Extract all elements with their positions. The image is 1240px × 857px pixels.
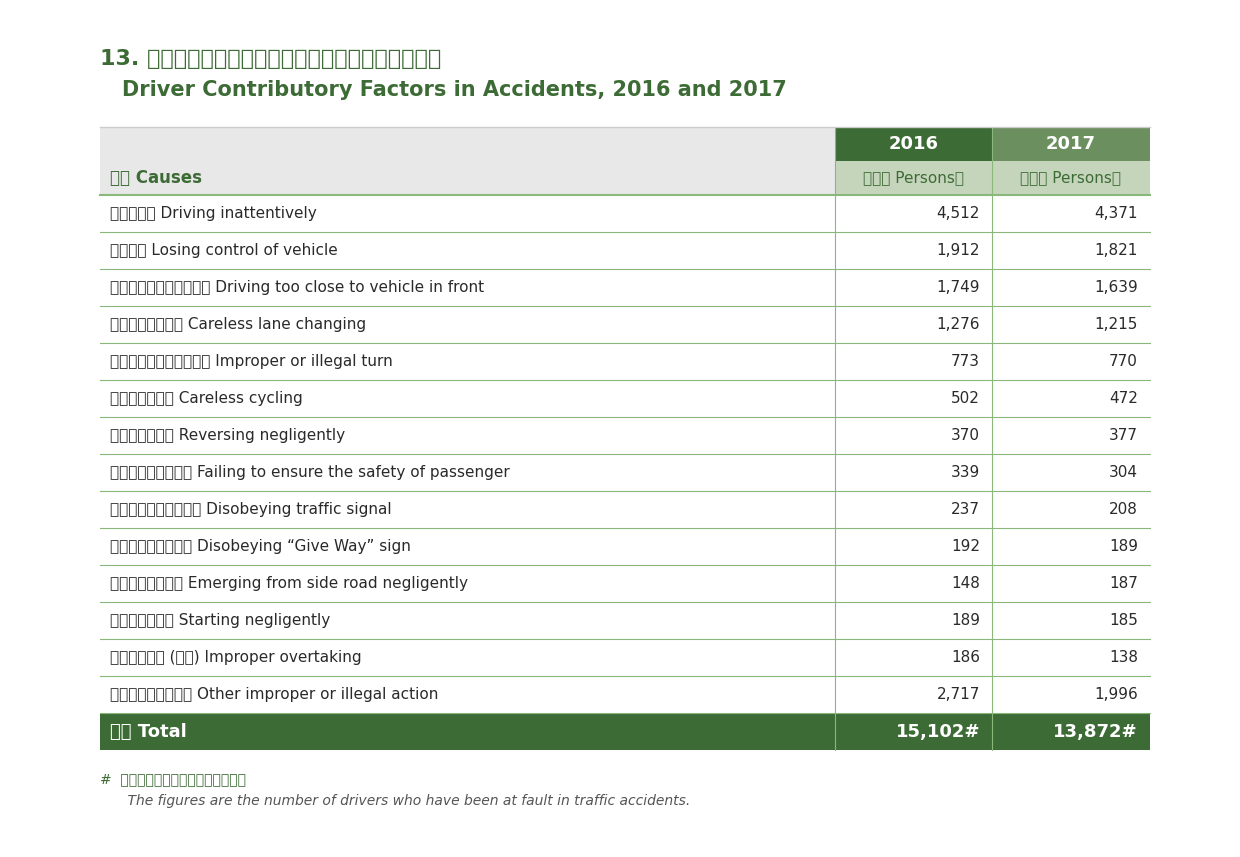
Text: 1,276: 1,276 xyxy=(936,317,980,332)
Text: 不適當地超車 (扒頭) Improper overtaking: 不適當地超車 (扒頭) Improper overtaking xyxy=(110,650,362,665)
Text: 疏忽地從旁路駛出 Emerging from side road negligently: 疏忽地從旁路駛出 Emerging from side road neglige… xyxy=(110,576,467,591)
Text: 行車時太貼近前面的車輛 Driving too close to vehicle in front: 行車時太貼近前面的車輛 Driving too close to vehicle… xyxy=(110,280,484,295)
Text: 192: 192 xyxy=(951,539,980,554)
Text: 疏忽地起動車輛 Starting negligently: 疏忽地起動車輛 Starting negligently xyxy=(110,613,330,628)
Text: 187: 187 xyxy=(1109,576,1138,591)
Text: 208: 208 xyxy=(1109,502,1138,517)
Text: 不小心騎踏單車 Careless cycling: 不小心騎踏單車 Careless cycling xyxy=(110,391,303,406)
Text: 304: 304 xyxy=(1109,465,1138,480)
Text: 148: 148 xyxy=(951,576,980,591)
Bar xyxy=(835,127,992,161)
Text: 770: 770 xyxy=(1109,354,1138,369)
Text: 773: 773 xyxy=(951,354,980,369)
Text: #  數字為引致交通意外的司機人數。: # 數字為引致交通意外的司機人數。 xyxy=(100,772,246,786)
Text: 沒有確保乘客的安全 Failing to ensure the safety of passenger: 沒有確保乘客的安全 Failing to ensure the safety o… xyxy=(110,465,510,480)
Bar xyxy=(100,161,1149,195)
Text: 合計 Total: 合計 Total xyxy=(110,722,187,740)
Text: 377: 377 xyxy=(1109,428,1138,443)
Text: 339: 339 xyxy=(951,465,980,480)
Text: 1,996: 1,996 xyxy=(1094,687,1138,702)
Text: 189: 189 xyxy=(951,613,980,628)
Text: 車輛失控 Losing control of vehicle: 車輛失控 Losing control of vehicle xyxy=(110,243,337,258)
Bar xyxy=(992,127,1149,161)
Bar xyxy=(100,127,835,161)
Text: 4,512: 4,512 xyxy=(936,206,980,221)
Text: 不遵照交通燈號的指示 Disobeying traffic signal: 不遵照交通燈號的指示 Disobeying traffic signal xyxy=(110,502,392,517)
Text: 疏忽地倒後行車 Reversing negligently: 疏忽地倒後行車 Reversing negligently xyxy=(110,428,345,443)
Text: 2017: 2017 xyxy=(1047,135,1096,153)
Text: 138: 138 xyxy=(1109,650,1138,665)
Bar xyxy=(835,161,992,195)
Text: 185: 185 xyxy=(1109,613,1138,628)
Text: 472: 472 xyxy=(1109,391,1138,406)
Text: （人數 Persons）: （人數 Persons） xyxy=(863,171,963,185)
Text: Driver Contributory Factors in Accidents, 2016 and 2017: Driver Contributory Factors in Accidents… xyxy=(122,80,786,100)
Text: 13,872#: 13,872# xyxy=(1053,722,1138,740)
Text: 其他不當或違法行為 Other improper or illegal action: 其他不當或違法行為 Other improper or illegal acti… xyxy=(110,687,439,702)
Text: 189: 189 xyxy=(1109,539,1138,554)
Bar xyxy=(100,713,1149,750)
Text: 不適當地或不合法地轉向 Improper or illegal turn: 不適當地或不合法地轉向 Improper or illegal turn xyxy=(110,354,393,369)
Text: The figures are the number of drivers who have been at fault in traffic accident: The figures are the number of drivers wh… xyxy=(110,794,691,808)
Text: 1,749: 1,749 xyxy=(936,280,980,295)
Bar xyxy=(992,161,1149,195)
Text: 原因 Causes: 原因 Causes xyxy=(110,169,202,187)
Text: 13. 二零一六年及二零一七年涉及司機的交通意外成因: 13. 二零一六年及二零一七年涉及司機的交通意外成因 xyxy=(100,49,441,69)
Text: 1,639: 1,639 xyxy=(1094,280,1138,295)
Text: 不遵照「讓路」標誌 Disobeying “Give Way” sign: 不遵照「讓路」標誌 Disobeying “Give Way” sign xyxy=(110,539,410,554)
Text: 15,102#: 15,102# xyxy=(895,722,980,740)
Text: 2016: 2016 xyxy=(889,135,939,153)
Text: 237: 237 xyxy=(951,502,980,517)
Text: 186: 186 xyxy=(951,650,980,665)
Text: 502: 502 xyxy=(951,391,980,406)
Text: 1,821: 1,821 xyxy=(1095,243,1138,258)
Text: 4,371: 4,371 xyxy=(1095,206,1138,221)
Text: 1,912: 1,912 xyxy=(936,243,980,258)
Text: 不小心轉換行車線 Careless lane changing: 不小心轉換行車線 Careless lane changing xyxy=(110,317,366,332)
Text: 1,215: 1,215 xyxy=(1095,317,1138,332)
Text: 2,717: 2,717 xyxy=(936,687,980,702)
Text: 駕駛不留神 Driving inattentively: 駕駛不留神 Driving inattentively xyxy=(110,206,316,221)
Text: （人數 Persons）: （人數 Persons） xyxy=(1021,171,1121,185)
Text: 370: 370 xyxy=(951,428,980,443)
